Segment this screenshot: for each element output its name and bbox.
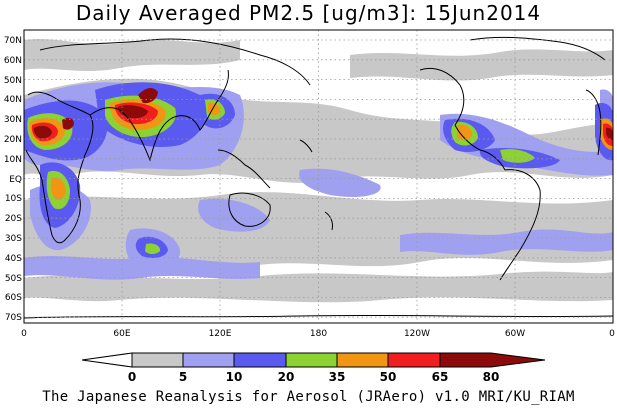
lat-label: 50S [5, 274, 22, 284]
lat-label: 30S [5, 234, 22, 244]
map-title: Daily Averaged PM2.5 [ug/m3]: 15Jun2014 [75, 1, 542, 25]
colorbar-label: 20 [278, 370, 295, 384]
colorbar-label: 5 [179, 370, 187, 384]
lon-label: 60E [113, 329, 130, 339]
lat-label: 70S [5, 313, 22, 323]
lon-label: 0 [21, 329, 27, 339]
longitude-labels: 0 60E 120E 180 120W 60W 0 [21, 329, 615, 339]
lat-label: 20N [4, 135, 22, 145]
lat-label: 60N [4, 56, 22, 66]
colorbar-segment-6 [387, 352, 441, 368]
lon-label: 120W [404, 329, 430, 339]
graticule [24, 30, 613, 323]
colorbar-label: 10 [226, 370, 243, 384]
colorbar-segment-2 [182, 352, 235, 368]
lat-label: 30N [4, 115, 22, 125]
darkred-band [33, 88, 613, 140]
pm25-field [24, 30, 613, 323]
colorbar-segment-7 [439, 352, 546, 368]
colorbar-segment-5 [336, 352, 389, 368]
colorbar-segment-3 [233, 352, 287, 368]
lon-label: 180 [310, 329, 327, 339]
colorbar-segment-1 [131, 352, 184, 368]
colorbar-label: 0 [128, 370, 136, 384]
lat-label: 10S [5, 194, 22, 204]
lat-label: 70N [4, 36, 22, 46]
coastlines [24, 36, 613, 319]
lon-label: 120E [209, 329, 232, 339]
colorbar-label: 35 [329, 370, 346, 384]
lon-label: 60W [505, 329, 525, 339]
lat-label: EQ [9, 175, 22, 185]
lat-label: 40S [5, 254, 22, 264]
lat-label: 40N [4, 95, 22, 105]
lat-label: 50N [4, 76, 22, 86]
colorbar-labels: 0 5 10 20 35 50 65 80 [128, 370, 500, 384]
credit-line: The Japanese Reanalysis for Aerosol (JRA… [42, 389, 575, 405]
lon-label: 0 [609, 329, 615, 339]
colorbar [81, 352, 546, 368]
colorbar-label: 65 [432, 370, 449, 384]
colorbar-segment-0 [81, 352, 133, 368]
colorbar-label: 80 [483, 370, 500, 384]
lat-label: 60S [5, 293, 22, 303]
colorbar-segment-4 [285, 352, 338, 368]
colorbar-label: 50 [380, 370, 397, 384]
lat-label: 10N [4, 155, 22, 165]
map-frame [23, 29, 614, 324]
lat-label: 20S [5, 214, 22, 224]
latitude-labels: 70N 60N 50N 40N 30N 20N 10N EQ 10S 20S 3… [4, 36, 22, 323]
